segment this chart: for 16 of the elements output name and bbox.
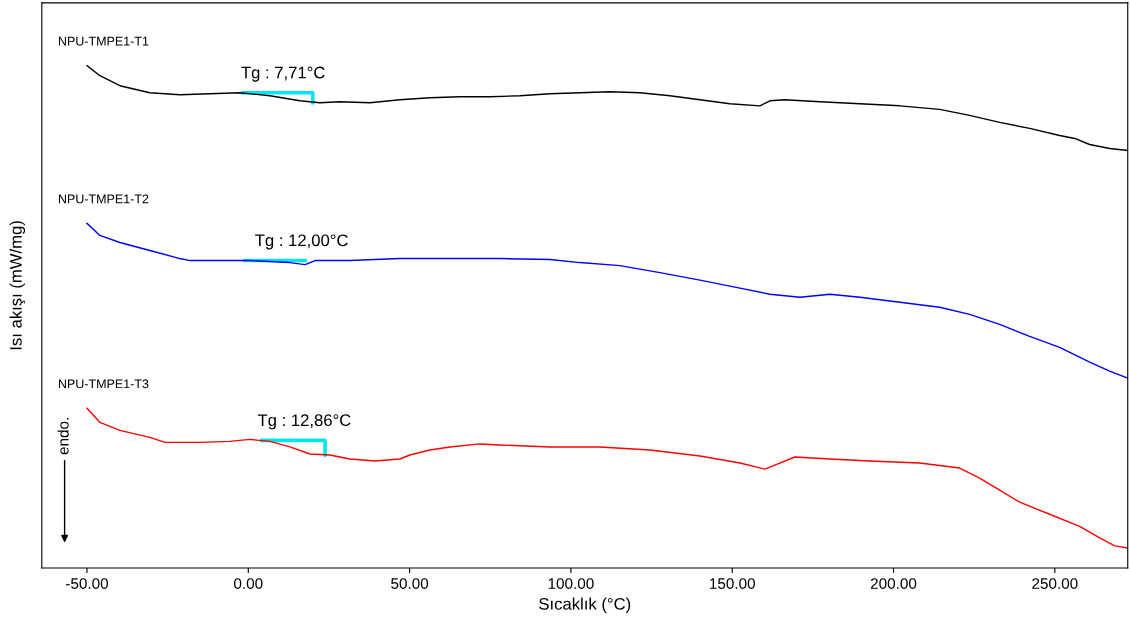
text: NPU-TMPE1-T1 (58, 36, 149, 46)
x-tick-label: 150.00 (710, 578, 755, 589)
annotation: Tg : 7,71°C (241, 66, 325, 82)
annotation: endo. (57, 418, 69, 455)
annotation: Tg : 12,00°C (255, 234, 348, 250)
x-tick-label: 0.00 (234, 578, 263, 589)
x-axis-title: Sıcaklık (°C) (539, 597, 631, 614)
text: NPU-TMPE1-T2 (58, 194, 149, 204)
annotation: Tg : 12,86°C (257, 414, 351, 430)
x-tick-label: 200.00 (870, 578, 917, 589)
x-tick-label: -50.00 (66, 578, 109, 589)
x-tick-label: 100.00 (548, 578, 594, 589)
x-tick-label: 250.00 (1032, 578, 1078, 589)
x-tick-label: 50.00 (391, 578, 429, 589)
text: NPU-TMPE1-T3 (58, 379, 149, 389)
y-axis-title: Isı akışı (mW/mg) (9, 221, 26, 350)
